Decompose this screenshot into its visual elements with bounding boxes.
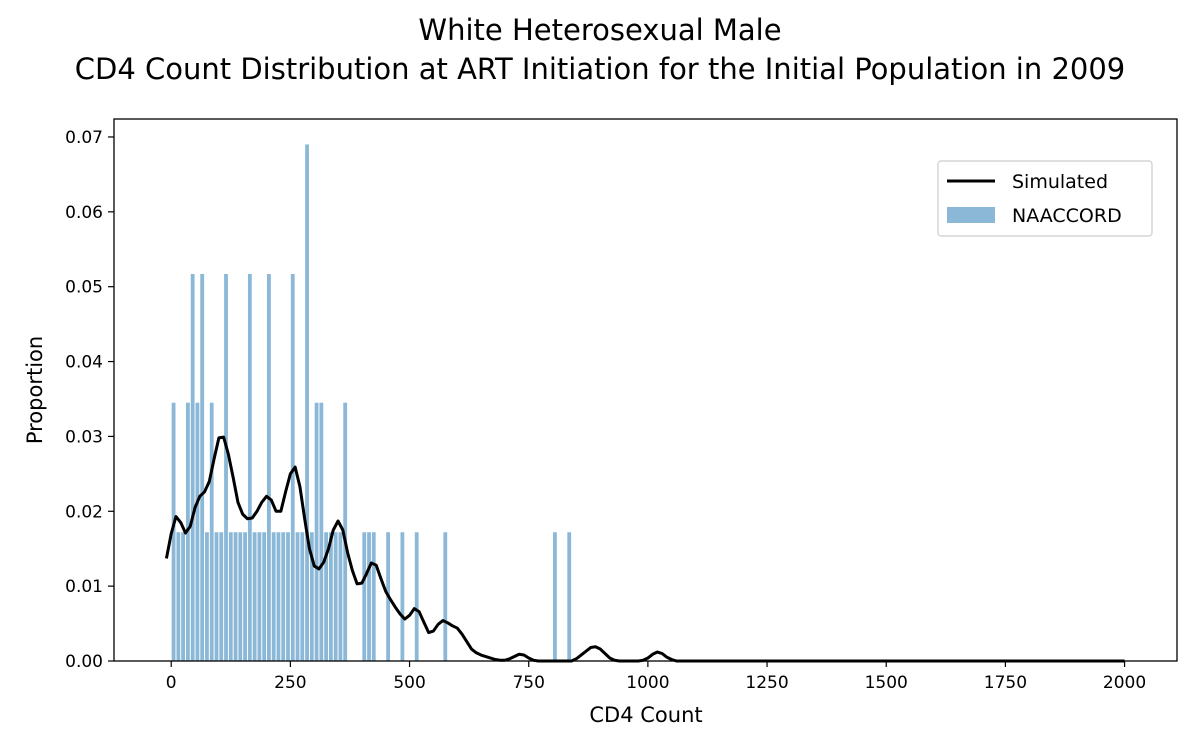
histogram-bar (243, 532, 247, 661)
legend-label-simulated: Simulated (1012, 171, 1108, 193)
histogram-bar (171, 402, 176, 661)
histogram-bar (290, 273, 295, 661)
histogram-bar (214, 532, 219, 661)
histogram-bar (195, 402, 200, 661)
y-tick-label: 0.03 (65, 427, 103, 447)
y-tick-label: 0.05 (65, 278, 103, 298)
histogram-bar (319, 402, 324, 661)
x-tick-label: 1750 (984, 673, 1027, 693)
x-tick-label: 250 (274, 673, 306, 693)
x-tick-label: 750 (512, 673, 544, 693)
histogram-bar (200, 273, 205, 661)
histogram-bar (190, 273, 195, 661)
histogram-bar (252, 532, 257, 661)
y-tick-label: 0.06 (65, 203, 103, 223)
histogram-bar (343, 402, 348, 661)
x-axis-label: CD4 Count (589, 703, 702, 727)
histogram-bar (567, 532, 572, 661)
histogram-bar (233, 532, 238, 661)
histogram-bar (209, 402, 214, 661)
histogram-bar (257, 532, 262, 661)
chart-title-line1: White Heterosexual Male (418, 13, 781, 47)
histogram-bar (181, 532, 186, 661)
histogram-bar (228, 532, 233, 661)
y-tick-label: 0.00 (65, 652, 103, 672)
histogram-bar (333, 532, 338, 661)
x-axis-ticks: 0 250 500 750 1000 1250 1500 1750 2000 (166, 661, 1146, 693)
histogram-bar (247, 273, 252, 661)
x-tick-label: 1000 (626, 673, 669, 693)
x-tick-label: 1500 (865, 673, 908, 693)
histogram-bar (328, 532, 333, 661)
histogram-bar (205, 532, 209, 661)
x-tick-label: 1250 (745, 673, 788, 693)
histogram-bars (171, 144, 572, 661)
legend-swatch-naaccord (947, 207, 995, 223)
histogram-bar (414, 532, 419, 661)
y-tick-label: 0.07 (65, 128, 103, 148)
x-tick-label: 0 (166, 673, 177, 693)
histogram-bar (262, 532, 267, 661)
chart-title-line2: CD4 Count Distribution at ART Initiation… (75, 52, 1126, 86)
histogram-bar (305, 144, 309, 661)
histogram-bar (553, 532, 557, 661)
histogram-bar (238, 532, 243, 661)
legend-label-naaccord: NAACCORD (1012, 205, 1122, 227)
histogram-bar (176, 532, 181, 661)
plot-frame (113, 118, 1178, 662)
histogram-bar (276, 532, 281, 661)
y-tick-label: 0.02 (65, 502, 103, 522)
histogram-bar (309, 532, 314, 661)
legend: Simulated NAACCORD (937, 160, 1153, 237)
histogram-bar (371, 532, 376, 661)
y-tick-label: 0.04 (65, 353, 103, 373)
histogram-bar (362, 532, 367, 661)
x-tick-label: 2000 (1103, 673, 1146, 693)
histogram-bar (367, 532, 371, 661)
histogram-bar (281, 532, 286, 661)
y-tick-label: 0.01 (65, 577, 103, 597)
y-axis-ticks: 0.00 0.01 0.02 0.03 0.04 0.05 0.06 0.07 (65, 128, 114, 672)
histogram-bar (300, 532, 305, 661)
y-axis-label: Proportion (23, 336, 47, 444)
histogram-bar (400, 532, 405, 661)
histogram-bar (271, 532, 276, 661)
histogram-bar (324, 532, 329, 661)
histogram-bar (443, 532, 448, 661)
histogram-bar (219, 532, 224, 661)
x-tick-label: 500 (393, 673, 425, 693)
histogram-bar (286, 532, 290, 661)
histogram-bar (338, 532, 343, 661)
histogram-bar (224, 273, 228, 661)
histogram-bar (295, 532, 300, 661)
histogram-bar (314, 402, 319, 661)
histogram-bar (267, 273, 271, 661)
